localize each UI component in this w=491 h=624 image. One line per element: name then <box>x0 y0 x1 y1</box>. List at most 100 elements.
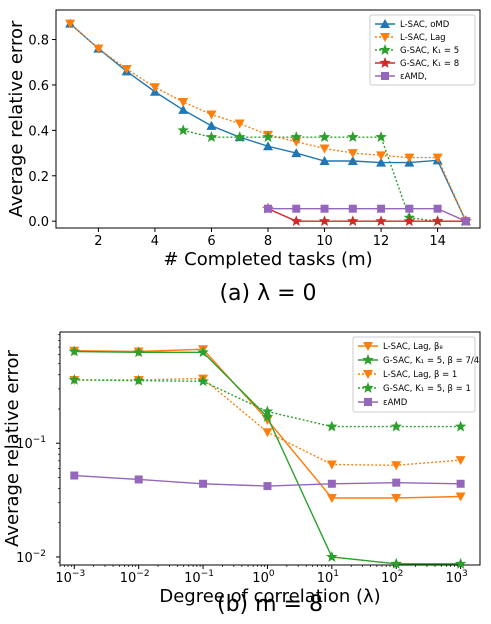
data-point <box>404 153 415 163</box>
data-point <box>93 44 104 54</box>
data-point <box>178 97 189 107</box>
legend-label: L-SAC, Lag, β₈ <box>383 342 443 352</box>
legend-label: L-SAC, oMD <box>400 20 450 30</box>
legend-label: G-SAC, K₁ = 5, β = 7/4 <box>383 356 479 366</box>
data-point <box>456 479 465 488</box>
data-point <box>261 411 274 422</box>
data-point <box>405 204 414 213</box>
data-point <box>455 456 466 466</box>
x-tick-label: 8 <box>264 234 272 249</box>
y-tick-label: 10−1 <box>16 435 46 452</box>
legend-box <box>352 336 476 413</box>
data-point <box>263 141 273 151</box>
series-line <box>183 129 466 222</box>
data-point <box>376 157 387 167</box>
data-point <box>326 460 337 470</box>
data-point <box>347 215 359 227</box>
data-point <box>234 131 246 143</box>
legend-marker <box>364 398 372 406</box>
caption: (b) m = 8 <box>217 592 323 617</box>
legend-label: L-SAC, Lag <box>400 33 446 43</box>
data-point <box>326 420 338 432</box>
caption: (a) λ = 0 <box>219 281 316 306</box>
y-tick-label: 0.2 <box>28 170 49 185</box>
legend-label: G-SAC, K₁ = 8 <box>400 59 459 69</box>
x-tick-label: 2 <box>94 234 102 249</box>
x-tick-label: 12 <box>373 234 390 249</box>
data-point <box>320 204 329 213</box>
legend-marker <box>379 57 391 68</box>
legend-marker <box>362 354 374 365</box>
series-4 <box>264 204 470 226</box>
x-tick-label: 100 <box>252 569 275 586</box>
y-axis-label: Average relative error <box>6 20 27 217</box>
data-point <box>390 557 402 569</box>
data-point <box>121 65 132 75</box>
data-point <box>261 405 274 417</box>
data-point <box>454 557 467 569</box>
legend-marker <box>380 19 390 28</box>
data-point <box>347 156 358 166</box>
data-point <box>206 110 217 120</box>
data-point <box>262 131 274 143</box>
data-point <box>70 471 79 480</box>
data-point <box>290 131 302 143</box>
data-point <box>68 345 80 357</box>
y-tick-label: 0.0 <box>28 215 49 230</box>
data-point <box>376 151 387 161</box>
y-tick-label: 0.6 <box>28 79 49 94</box>
data-point <box>290 215 302 227</box>
data-point <box>403 215 416 227</box>
legend-marker <box>381 72 389 80</box>
data-point <box>292 204 301 213</box>
data-point <box>263 482 272 491</box>
data-point <box>68 373 80 385</box>
x-tick-label: 102 <box>381 569 403 586</box>
data-point <box>319 144 330 154</box>
data-point <box>390 420 402 432</box>
legend-box <box>369 14 476 86</box>
data-point <box>454 420 467 432</box>
legend-marker <box>379 44 391 55</box>
x-tick-label: 10−1 <box>184 569 214 586</box>
data-point <box>234 119 245 129</box>
y-tick-label: 0.8 <box>28 34 49 49</box>
data-point <box>199 479 208 488</box>
data-point <box>262 428 273 438</box>
x-tick-label: 10−3 <box>55 569 85 586</box>
data-point <box>319 156 330 166</box>
x-tick-label: 103 <box>445 569 467 586</box>
legend-marker <box>363 342 373 351</box>
data-point <box>375 215 387 227</box>
legend-marker <box>380 33 390 42</box>
data-point <box>177 124 189 136</box>
x-tick-label: 4 <box>151 234 159 249</box>
legend-label: L-SAC, Lag, β = 1 <box>383 370 457 380</box>
data-point <box>431 215 444 227</box>
data-point <box>326 550 338 562</box>
data-point <box>433 204 442 213</box>
data-point <box>347 149 358 159</box>
data-point <box>291 148 302 158</box>
data-point <box>375 131 387 143</box>
data-point <box>65 19 76 29</box>
data-point <box>455 492 466 502</box>
x-tick-label: 14 <box>429 234 446 249</box>
data-point <box>132 346 145 358</box>
data-point <box>348 204 357 213</box>
data-point <box>377 204 386 213</box>
x-tick-label: 10 <box>316 234 333 249</box>
data-point <box>391 461 402 471</box>
data-point <box>197 346 209 358</box>
series-4 <box>70 471 465 491</box>
data-point <box>149 83 160 93</box>
legend-marker <box>362 382 374 393</box>
data-point <box>197 375 209 387</box>
x-axis-label: # Completed tasks (m) <box>163 249 372 270</box>
data-point <box>391 493 402 503</box>
data-point <box>205 131 218 143</box>
data-point <box>432 153 443 163</box>
legend: L-SAC, Lag, β₈ G-SAC, K₁ = 5, β = 7/4 L-SA… <box>352 336 479 413</box>
series-1 <box>68 345 467 569</box>
